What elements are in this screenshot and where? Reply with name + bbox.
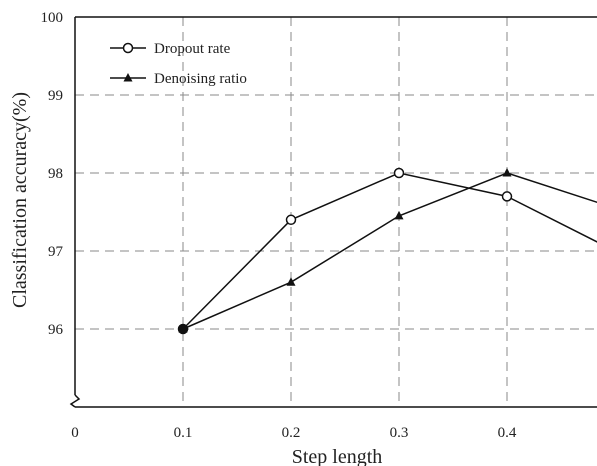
axis-break-mark xyxy=(69,394,81,408)
y-axis-title: Classification accuracy(%) xyxy=(9,92,31,308)
grid-lines xyxy=(75,17,597,407)
y-tick-label: 99 xyxy=(48,88,63,104)
x-tick-label: 0 xyxy=(71,425,79,441)
legend: Dropout rate Denoising ratio xyxy=(110,41,247,87)
y-tick-label: 100 xyxy=(41,10,64,26)
y-tick-label: 97 xyxy=(48,244,64,260)
x-axis-title: Step length xyxy=(292,446,383,466)
data-point-triangle xyxy=(286,277,296,286)
series-layer xyxy=(177,167,597,335)
x-tick-label: 0.1 xyxy=(174,425,193,441)
legend-label: Dropout rate xyxy=(154,41,231,57)
data-point-triangle xyxy=(394,210,404,220)
x-tick-label: 0.2 xyxy=(282,425,301,441)
data-point-circle xyxy=(393,167,405,179)
legend-label: Denoising ratio xyxy=(154,71,247,87)
legend-marker-circle xyxy=(122,42,134,54)
data-point-circle xyxy=(501,191,513,202)
data-point-triangle xyxy=(502,168,512,177)
y-tick-label: 96 xyxy=(48,322,64,338)
x-tick-label: 0.4 xyxy=(498,425,517,441)
legend-marker-triangle xyxy=(123,73,133,82)
x-tick-label: 0.3 xyxy=(390,425,409,441)
axes xyxy=(69,16,597,408)
data-point-circle xyxy=(285,214,297,226)
data-point-triangle xyxy=(178,324,188,333)
y-tick-label: 98 xyxy=(48,166,63,182)
